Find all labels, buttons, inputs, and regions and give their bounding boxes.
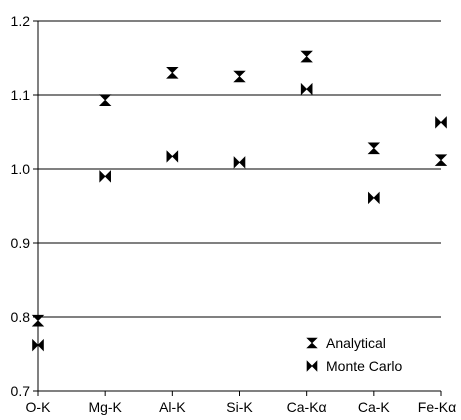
data-point-bowtie-0 — [32, 338, 44, 352]
x-tick-labels: O-K Mg-K Al-K Si-K Ca-Kα Ca-K Fe-Kα — [26, 399, 457, 415]
legend-label: Monte Carlo — [326, 358, 402, 374]
x-tick-label: Mg-K — [88, 399, 122, 415]
y-tick-label: 0.9 — [11, 235, 31, 251]
axes — [33, 20, 442, 396]
data-point-bowtie-3 — [233, 156, 246, 169]
x-tick-label: O-K — [26, 399, 52, 415]
legend-marker-hourglass — [306, 337, 318, 349]
data-point-hourglass-1 — [98, 94, 112, 106]
legend: Analytical Monte Carlo — [306, 335, 402, 374]
data-point-hourglass-6 — [434, 154, 448, 166]
x-tick-label: Si-K — [226, 399, 253, 415]
legend-label: Analytical — [326, 335, 386, 351]
y-tick-label: 0.8 — [11, 309, 31, 325]
x-tick-label: Al-K — [159, 399, 186, 415]
gridlines — [38, 20, 441, 318]
data-point-bowtie-5 — [368, 191, 380, 205]
data-point-hourglass-0 — [31, 314, 45, 327]
data-point-hourglass-2 — [166, 67, 179, 79]
y-tick-labels: 0.7 0.8 0.9 1.0 1.1 1.2 — [11, 13, 31, 399]
y-tick-label: 1.1 — [11, 87, 31, 103]
data-point-hourglass-3 — [233, 70, 246, 83]
x-tick-label: Fe-Kα — [418, 399, 456, 415]
x-tick-label: Ca-K — [358, 399, 391, 415]
data-point-bowtie-6 — [435, 116, 447, 129]
legend-marker-bowtie — [306, 360, 318, 372]
data-point-hourglass-5 — [367, 142, 381, 155]
data-point-bowtie-1 — [99, 170, 111, 183]
data-point-hourglass-4 — [300, 50, 313, 63]
y-tick-label: 1.2 — [11, 13, 31, 29]
y-tick-label: 0.7 — [11, 383, 31, 399]
x-tick-label: Ca-Kα — [287, 399, 327, 415]
y-tick-label: 1.0 — [11, 161, 31, 177]
data-point-bowtie-4 — [300, 82, 313, 96]
data-point-bowtie-2 — [166, 150, 179, 163]
data-points — [31, 50, 448, 352]
